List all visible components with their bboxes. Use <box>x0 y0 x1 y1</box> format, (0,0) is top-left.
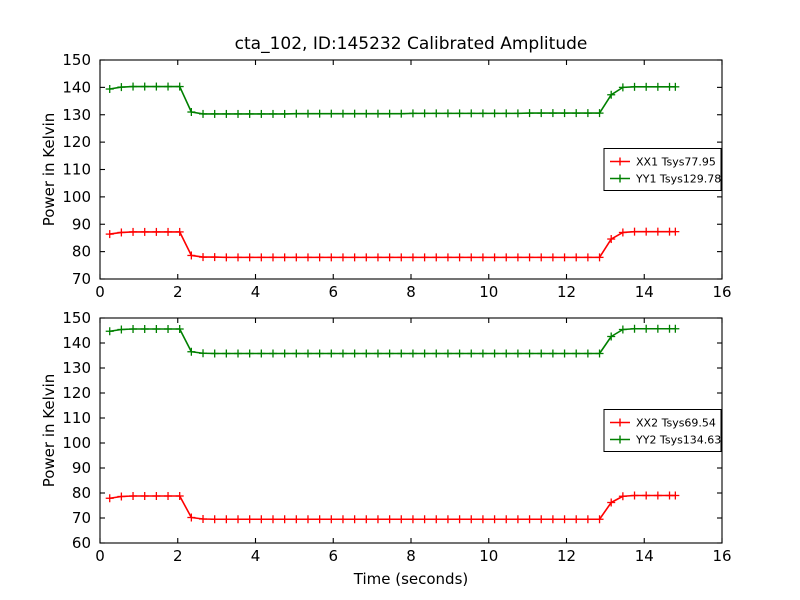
data-line-yy1 <box>108 85 677 115</box>
legend-swatch <box>610 157 630 166</box>
x-tick-label: 16 <box>712 283 731 301</box>
x-tick-label: 4 <box>251 283 261 301</box>
legend-box <box>603 148 722 191</box>
legend-box <box>603 409 722 452</box>
y-tick-label: 140 <box>62 334 91 352</box>
y-tick-label: 150 <box>62 51 91 69</box>
y-tick-label: 120 <box>62 384 91 402</box>
legend-entry-label: XX2 Tsys69.54 <box>636 417 716 430</box>
y-tick-label: 90 <box>72 215 91 233</box>
x-tick-label: 14 <box>635 547 654 565</box>
y-tick-label: 60 <box>72 534 91 552</box>
x-tick-label: 16 <box>712 547 731 565</box>
x-tick-label: 6 <box>328 547 338 565</box>
axes-panel-top: 0 2 4 6 8 10 12 14 16 70 80 90 100 110 120 130 140 150 Pow… <box>40 34 732 301</box>
data-line-xx1 <box>108 230 677 259</box>
x-tick-label: 8 <box>406 547 416 565</box>
data-markers-yy2 <box>105 324 680 358</box>
legend-entry-label: YY2 Tsys134.63 <box>635 434 721 447</box>
y-tick-label: 100 <box>62 188 91 206</box>
x-tick-label: 14 <box>635 283 654 301</box>
legend-entry-label: YY1 Tsys129.78 <box>635 173 721 186</box>
figure-title: cta_102, ID:145232 Calibrated Amplitude <box>235 34 588 54</box>
y-tick-label: 110 <box>62 409 91 427</box>
legend-swatch <box>610 435 630 444</box>
y-tick-label: 130 <box>62 359 91 377</box>
x-tick-label: 0 <box>95 283 105 301</box>
data-markers-xx1 <box>105 227 680 262</box>
x-tick-label: 2 <box>173 547 183 565</box>
y-tick-label: 130 <box>62 106 91 124</box>
x-tick-label: 2 <box>173 283 183 301</box>
legend-swatch <box>610 174 630 183</box>
x-tick-label: 12 <box>557 547 576 565</box>
y-tick-label: 80 <box>72 243 91 261</box>
y-axis-title: Power in Kelvin <box>40 113 58 227</box>
y-axis-title: Power in Kelvin <box>40 374 58 488</box>
data-line-xx2 <box>108 494 677 521</box>
axes-panel-bottom: 0 2 4 6 8 10 12 14 16 60 70 80 90 100 110 120 130 140 150 P… <box>40 309 732 588</box>
y-tick-label: 70 <box>72 270 91 288</box>
data-line-yy2 <box>108 327 677 355</box>
x-tick-label: 10 <box>479 547 498 565</box>
y-tick-label: 150 <box>62 309 91 327</box>
legend-swatch <box>610 418 630 427</box>
x-tick-label: 10 <box>479 283 498 301</box>
y-tick-label: 70 <box>72 509 91 527</box>
y-tick-label: 120 <box>62 133 91 151</box>
x-axis-title: Time (seconds) <box>353 570 469 588</box>
data-markers-yy1 <box>105 82 680 118</box>
x-tick-label: 4 <box>251 547 261 565</box>
y-tick-label: 140 <box>62 78 91 96</box>
y-tick-label: 100 <box>62 434 91 452</box>
legend-entry-label: XX1 Tsys77.95 <box>636 156 716 169</box>
y-tick-label: 90 <box>72 459 91 477</box>
y-tick-label: 110 <box>62 161 91 179</box>
data-markers-xx2 <box>105 491 680 524</box>
x-tick-label: 12 <box>557 283 576 301</box>
x-tick-label: 8 <box>406 283 416 301</box>
x-tick-label: 0 <box>95 547 105 565</box>
x-tick-label: 6 <box>328 283 338 301</box>
legend-panel-bottom[interactable]: XX2 Tsys69.54 YY2 Tsys134.63 <box>603 409 722 452</box>
legend-panel-top[interactable]: XX1 Tsys77.95 YY1 Tsys129.78 <box>603 148 722 191</box>
y-tick-label: 80 <box>72 484 91 502</box>
